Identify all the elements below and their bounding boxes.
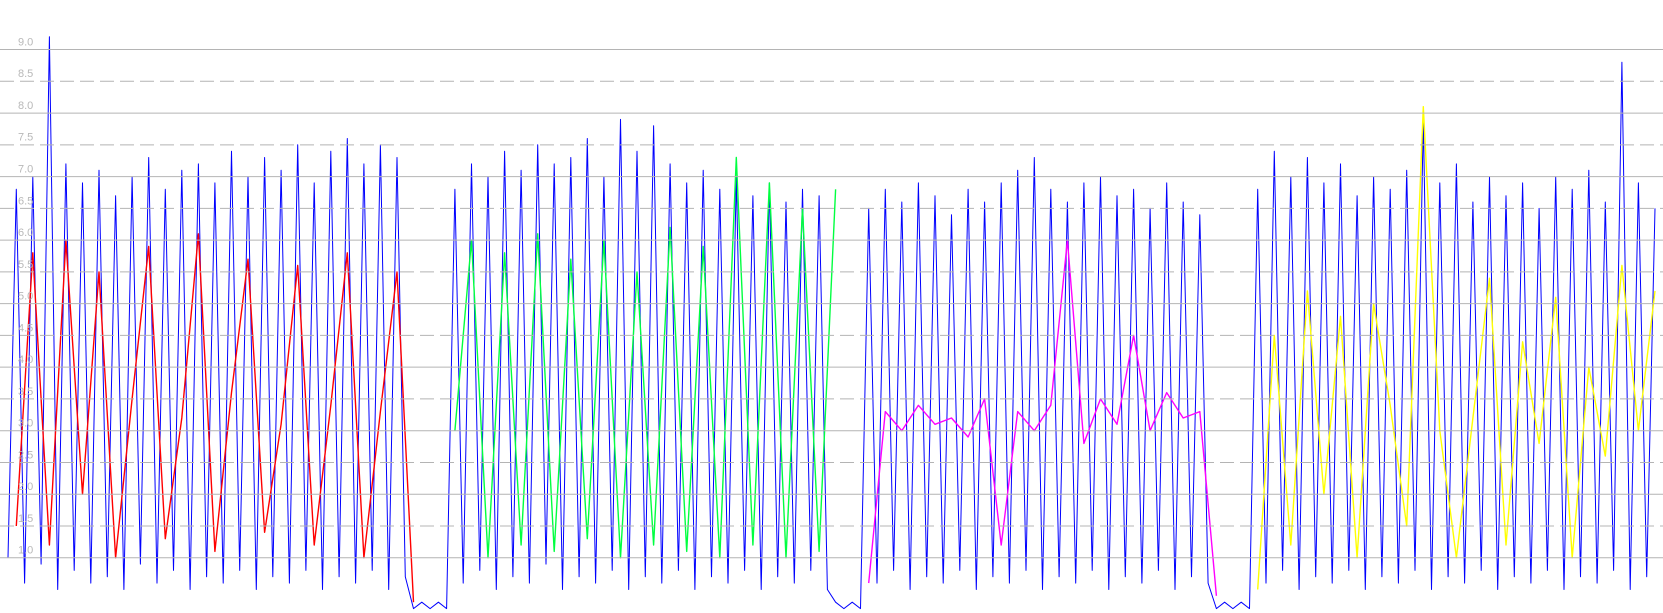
series-line (7, 36, 1656, 610)
y-tick-label: 9.0 (18, 36, 33, 48)
y-tick-label: 4.0 (18, 354, 33, 366)
series-line (454, 156, 837, 559)
y-tick-label: 3.0 (18, 418, 33, 430)
y-tick-label: 5.0 (18, 291, 33, 303)
y-tick-label: 6.0 (18, 227, 33, 239)
y-tick-label: 8.5 (18, 68, 33, 80)
series-line (868, 239, 1218, 596)
y-tick-label: 7.5 (18, 132, 33, 144)
y-tick-label: 7.0 (18, 164, 33, 176)
y-tick-label: 2.0 (18, 481, 33, 493)
y-tick-label: 8.0 (18, 100, 33, 112)
y-tick-label: 3.5 (18, 386, 33, 398)
y-tick-label: 4.5 (18, 322, 33, 334)
y-tick-label: 2.5 (18, 449, 33, 461)
series-line (15, 233, 415, 603)
y-tick-label: 6.5 (18, 195, 33, 207)
y-tick-label: 5.5 (18, 259, 33, 271)
y-tick-label: 1.5 (18, 513, 33, 525)
y-tick-label: 1.0 (18, 545, 33, 557)
